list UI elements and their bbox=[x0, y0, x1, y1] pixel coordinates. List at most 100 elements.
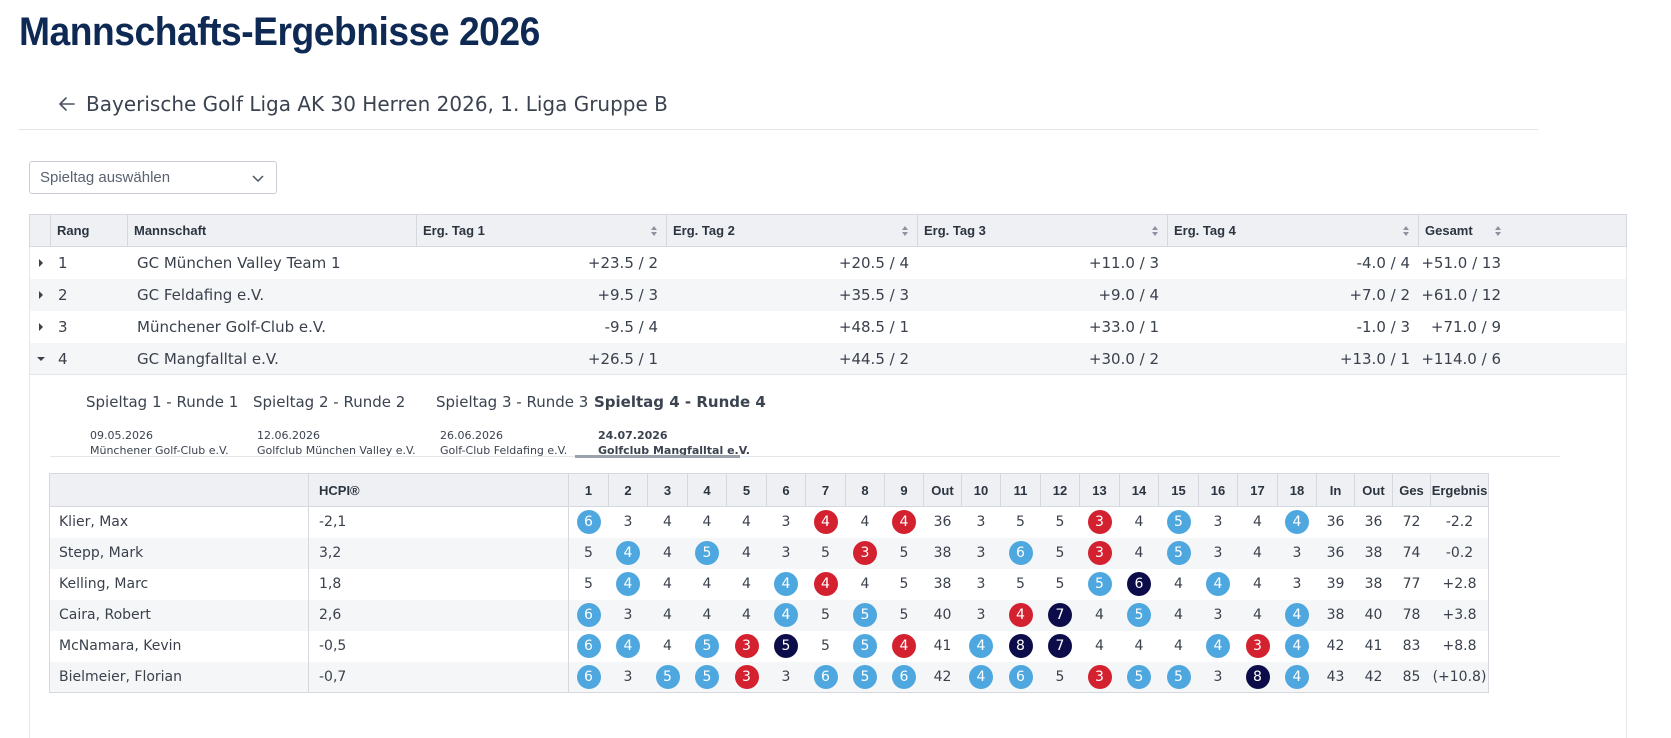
birdie-score: 5 bbox=[853, 634, 877, 658]
total-cell: +114.0 / 6 bbox=[1421, 349, 1501, 368]
day4-cell: +13.0 / 1 bbox=[1339, 349, 1410, 368]
table-row[interactable]: 4 GC Mangfalltal e.V. +26.5 / 1 +44.5 / … bbox=[29, 343, 1627, 375]
tab-matchday-3[interactable]: Spieltag 3 - Runde 3 26.06.2026 Golf-Clu… bbox=[436, 385, 588, 457]
hole-score-cell: 4 bbox=[766, 599, 806, 631]
hole-score-cell: 4 bbox=[608, 537, 648, 569]
sort-icon[interactable] bbox=[1402, 225, 1410, 240]
header-day2[interactable]: Erg. Tag 2 bbox=[667, 215, 918, 246]
hole-score-cell: 6 bbox=[805, 661, 846, 693]
in-cell: 43 bbox=[1316, 661, 1355, 693]
caret-right-icon[interactable] bbox=[30, 247, 52, 279]
bogey-score: 4 bbox=[892, 634, 916, 658]
par-score: 3 bbox=[976, 607, 986, 623]
back-arrow-icon[interactable] bbox=[54, 91, 80, 117]
hole-score-cell: 4 bbox=[1237, 599, 1278, 631]
day3-cell: +9.0 / 4 bbox=[1098, 286, 1159, 304]
out-total-cell: 38 bbox=[1364, 576, 1383, 592]
scorecard-header-cell: 14 bbox=[1119, 473, 1159, 507]
table-row[interactable]: 3 Münchener Golf-Club e.V. -9.5 / 4 +48.… bbox=[29, 311, 1627, 343]
hole-score-cell: 4 bbox=[1277, 661, 1317, 693]
sort-icon[interactable] bbox=[901, 225, 909, 240]
hole-score-cell: 5 bbox=[1041, 507, 1080, 538]
hole-score-cell: 3 bbox=[1079, 537, 1120, 569]
header-day4[interactable]: Erg. Tag 4 bbox=[1168, 215, 1419, 246]
hole-score-cell: 5 bbox=[1159, 507, 1199, 538]
birdie-score: 6 bbox=[1008, 664, 1033, 689]
hole-score-cell: 5 bbox=[1040, 537, 1080, 569]
header-mannschaft[interactable]: Mannschaft bbox=[128, 215, 417, 246]
par-score: 3 bbox=[1213, 514, 1223, 531]
hole-score-cell: 4 bbox=[885, 507, 924, 538]
par-score: 5 bbox=[1016, 514, 1025, 531]
hole-score-cell: 6 bbox=[1120, 569, 1159, 600]
hcpi-cell: -0,7 bbox=[308, 661, 569, 693]
scorecard-header-cell: 9 bbox=[884, 473, 924, 507]
birdie-score: 5 bbox=[695, 664, 719, 689]
out-cell: 42 bbox=[923, 661, 962, 693]
result-cell: +3.8 bbox=[1430, 599, 1489, 631]
hole-score-cell: 5 bbox=[687, 537, 727, 569]
hole-score-cell: 3 bbox=[727, 631, 767, 662]
hole-score-cell: 4 bbox=[962, 631, 1001, 662]
sort-icon[interactable] bbox=[1151, 225, 1159, 240]
table-row[interactable]: 2 GC Feldafing e.V. +9.5 / 3 +35.5 / 3 +… bbox=[29, 279, 1627, 311]
tab-date: 24.07.2026 bbox=[598, 429, 668, 442]
sort-icon[interactable] bbox=[650, 225, 658, 240]
league-header: Bayerische Golf Liga AK 30 Herren 2026, … bbox=[18, 78, 1538, 130]
day2-cell: +20.5 / 4 bbox=[838, 254, 909, 272]
hole-score-cell: 6 bbox=[1000, 537, 1041, 569]
out-cell: 38 bbox=[933, 576, 952, 592]
hole-score-cell: 3 bbox=[962, 569, 1001, 600]
tab-date: 26.06.2026 bbox=[440, 429, 503, 442]
scorecard-header-cell: 18 bbox=[1277, 473, 1317, 507]
hcpi-cell: 1,8 bbox=[308, 568, 569, 600]
caret-right-icon[interactable] bbox=[30, 279, 52, 311]
header-gesamt[interactable]: Gesamt bbox=[1419, 215, 1510, 246]
header-day1[interactable]: Erg. Tag 1 bbox=[417, 215, 667, 246]
birdie-score: 4 bbox=[1285, 510, 1309, 535]
bogey-score: 3 bbox=[734, 664, 759, 689]
hole-score-cell: 5 bbox=[1040, 661, 1080, 693]
par-score: 5 bbox=[899, 607, 909, 623]
caret-right-icon[interactable] bbox=[30, 311, 52, 343]
par-score: 4 bbox=[1134, 514, 1144, 531]
par-score: 5 bbox=[1055, 545, 1065, 561]
hole-score-cell: 5 bbox=[1158, 537, 1199, 569]
table-row[interactable]: 1 GC München Valley Team 1 +23.5 / 2 +20… bbox=[29, 247, 1627, 279]
header-rang[interactable]: Rang bbox=[51, 215, 128, 246]
birdie-score: 6 bbox=[576, 634, 601, 658]
hole-score-cell: 4 bbox=[726, 537, 767, 569]
birdie-score: 5 bbox=[1087, 572, 1112, 596]
hole-score-cell: 5 bbox=[568, 537, 609, 569]
par-score: 4 bbox=[663, 638, 672, 654]
hole-score-cell: 5 bbox=[845, 661, 885, 693]
par-score: 5 bbox=[1055, 514, 1065, 531]
tab-matchday-1[interactable]: Spieltag 1 - Runde 1 09.05.2026 Münchene… bbox=[86, 385, 238, 457]
bogey-score: 4 bbox=[813, 572, 838, 596]
tab-matchday-4[interactable]: Spieltag 4 - Runde 4 24.07.2026 Golfclub… bbox=[594, 385, 766, 457]
header-day3[interactable]: Erg. Tag 3 bbox=[918, 215, 1168, 246]
day3-cell: +11.0 / 3 bbox=[1088, 254, 1159, 272]
caret-down-icon[interactable] bbox=[30, 343, 52, 374]
par-score: 4 bbox=[742, 576, 751, 592]
par-score: 3 bbox=[623, 607, 633, 623]
hole-score-cell: 4 bbox=[846, 507, 885, 538]
birdie-score: 5 bbox=[655, 664, 680, 689]
bogey-score: 3 bbox=[1087, 664, 1112, 689]
birdie-score: 4 bbox=[969, 664, 993, 689]
birdie-score: 5 bbox=[1166, 541, 1191, 565]
hole-score-cell: 3 bbox=[609, 507, 648, 538]
hole-score-cell: 4 bbox=[1278, 507, 1317, 538]
matchday-select[interactable]: Spieltag auswählen bbox=[29, 161, 277, 194]
birdie-score: 6 bbox=[576, 510, 601, 535]
par-score: 4 bbox=[1174, 638, 1183, 654]
day3-cell: +33.0 / 1 bbox=[1088, 318, 1159, 336]
par-score: 5 bbox=[1055, 668, 1065, 685]
hole-score-cell: 4 bbox=[1238, 507, 1278, 538]
header-day2-label: Erg. Tag 2 bbox=[673, 223, 735, 238]
tab-matchday-2[interactable]: Spieltag 2 - Runde 2 12.06.2026 Golfclub… bbox=[253, 385, 416, 457]
birdie-score: 6 bbox=[1008, 541, 1033, 565]
birdie-score: 4 bbox=[616, 572, 640, 596]
hole-score-cell: 7 bbox=[1041, 631, 1080, 662]
sort-icon[interactable] bbox=[1494, 225, 1502, 240]
